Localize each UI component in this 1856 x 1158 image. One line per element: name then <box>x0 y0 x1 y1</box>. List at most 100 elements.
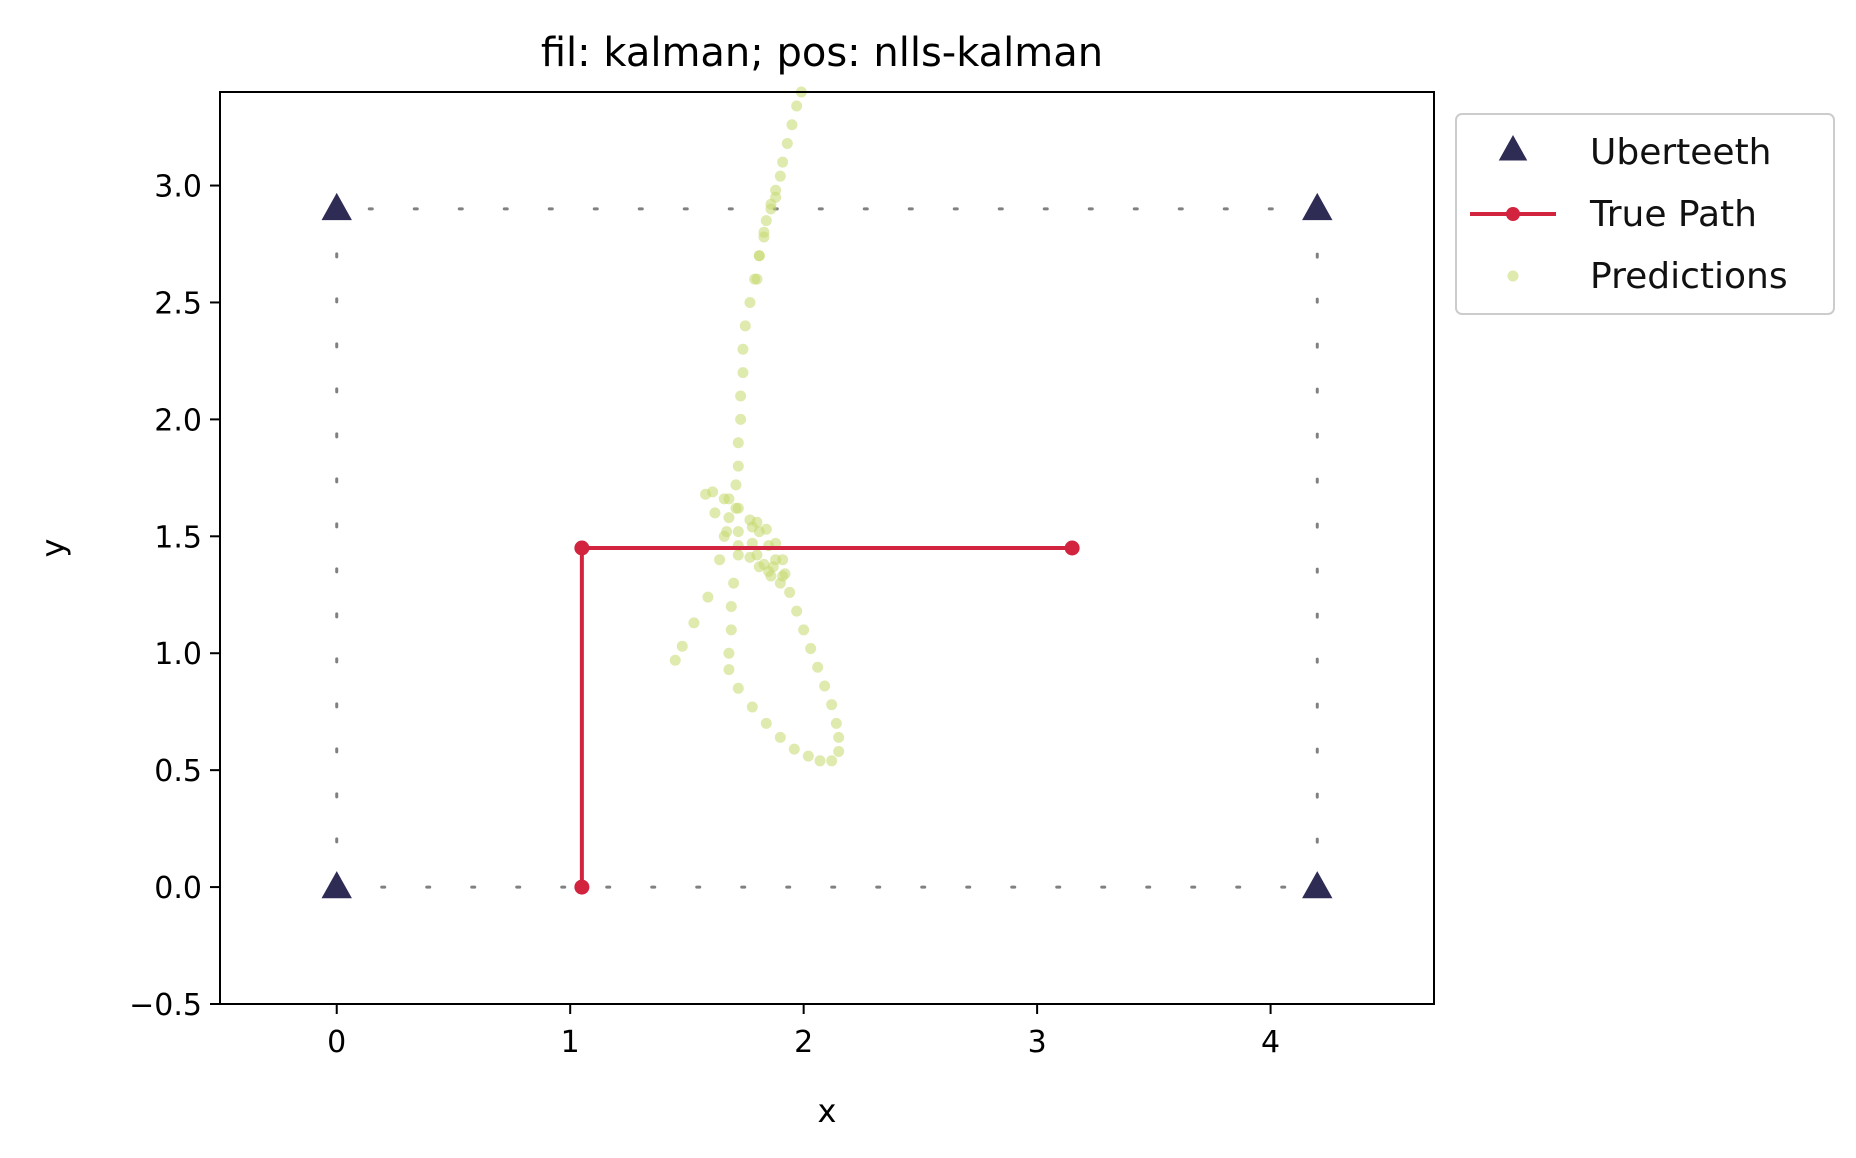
prediction-point <box>765 198 777 210</box>
prediction-point <box>791 100 803 112</box>
prediction-point <box>833 745 845 757</box>
prediction-point <box>732 549 744 561</box>
uberteeth-marker <box>321 871 352 899</box>
prediction-point <box>732 526 744 538</box>
prediction-point <box>718 493 730 505</box>
prediction-point <box>779 568 791 580</box>
prediction-point <box>735 413 747 425</box>
prediction-point <box>826 699 838 711</box>
y-tick-label: 2.5 <box>154 286 202 321</box>
prediction-point <box>732 502 744 514</box>
true-path-layer <box>574 540 1080 895</box>
x-axis: 0 1 2 3 4 <box>327 1004 1280 1060</box>
y-tick-label: 2.0 <box>154 403 202 438</box>
uberteeth-marker <box>321 192 352 221</box>
prediction-point <box>774 731 786 743</box>
y-tick-label: 3.0 <box>154 170 202 205</box>
prediction-point <box>730 479 742 491</box>
prediction-point <box>805 643 817 655</box>
prediction-point <box>732 437 744 449</box>
prediction-point <box>739 320 751 332</box>
legend-marker-true-path <box>1506 207 1520 221</box>
x-tick-label: 3 <box>1028 1025 1047 1060</box>
y-axis: −0.5 0.0 0.5 1.0 1.5 2.0 2.5 3.0 <box>129 170 220 1023</box>
x-tick-label: 1 <box>561 1025 580 1060</box>
true-path-point <box>574 879 590 895</box>
prediction-point <box>812 661 824 673</box>
prediction-point <box>819 680 831 692</box>
prediction-point <box>777 554 789 566</box>
prediction-point <box>723 664 735 676</box>
prediction-point <box>702 591 714 603</box>
prediction-point <box>746 521 758 533</box>
prediction-point <box>770 184 782 196</box>
uberteeth-marker <box>1302 192 1333 221</box>
prediction-point <box>826 755 838 767</box>
y-axis-label: y <box>34 539 72 558</box>
prediction-point <box>735 390 747 402</box>
prediction-point <box>767 561 779 573</box>
prediction-point <box>758 231 770 243</box>
legend-box <box>1455 113 1835 315</box>
prediction-point <box>830 717 842 729</box>
prediction-point <box>774 170 786 182</box>
prediction-point <box>814 755 826 767</box>
predictions-layer <box>669 86 845 767</box>
prediction-point <box>709 507 721 519</box>
uberteeth-marker <box>1302 871 1333 899</box>
y-tick-label: 1.5 <box>154 520 202 555</box>
x-tick-label: 4 <box>1261 1025 1280 1060</box>
legend-items: Uberteeth True Path Predictions <box>1470 132 1788 297</box>
y-tick-label: 0.5 <box>154 754 202 789</box>
uberteeth-layer <box>321 192 1333 899</box>
legend: Uberteeth True Path Predictions <box>1455 113 1835 315</box>
prediction-point <box>798 624 810 636</box>
prediction-point <box>786 119 798 131</box>
prediction-point <box>669 654 681 666</box>
chart-title: fil: kalman; pos: nlls-kalman <box>541 30 1103 76</box>
prediction-point <box>788 743 800 755</box>
prediction-point <box>791 605 803 617</box>
prediction-point <box>714 554 726 566</box>
prediction-point <box>760 215 772 227</box>
y-tick-label: 1.0 <box>154 637 202 672</box>
x-axis-label: x <box>818 1092 837 1130</box>
prediction-point <box>753 250 765 262</box>
legend-marker-uberteeth <box>1498 135 1528 161</box>
prediction-point <box>732 460 744 472</box>
x-tick-label: 0 <box>327 1025 346 1060</box>
y-tick-label: 0.0 <box>154 871 202 906</box>
prediction-point <box>725 624 737 636</box>
legend-marker-predictions <box>1507 270 1519 282</box>
prediction-point <box>802 750 814 762</box>
prediction-point <box>676 640 688 652</box>
true-path-point <box>1064 540 1080 556</box>
legend-label-predictions: Predictions <box>1590 256 1788 297</box>
prediction-point <box>833 731 845 743</box>
prediction-point <box>751 273 763 285</box>
prediction-point <box>746 701 758 713</box>
prediction-point <box>728 577 740 589</box>
legend-label-true-path: True Path <box>1589 194 1757 235</box>
prediction-point <box>737 343 749 355</box>
prediction-point <box>721 526 733 538</box>
prediction-point <box>725 600 737 612</box>
true-path-point <box>574 540 590 556</box>
prediction-point <box>744 296 756 308</box>
prediction-point <box>774 577 786 589</box>
prediction-point <box>760 717 772 729</box>
prediction-point <box>777 156 789 168</box>
x-tick-label: 2 <box>794 1025 813 1060</box>
legend-label-uberteeth: Uberteeth <box>1590 132 1772 173</box>
prediction-point <box>751 549 763 561</box>
prediction-point <box>784 586 796 598</box>
prediction-point <box>732 682 744 694</box>
prediction-point <box>737 367 749 379</box>
prediction-point <box>781 137 793 149</box>
plot-frame <box>219 91 1435 1005</box>
prediction-point <box>723 647 735 659</box>
prediction-point <box>723 512 735 524</box>
prediction-point <box>760 523 772 535</box>
prediction-point <box>700 488 712 500</box>
